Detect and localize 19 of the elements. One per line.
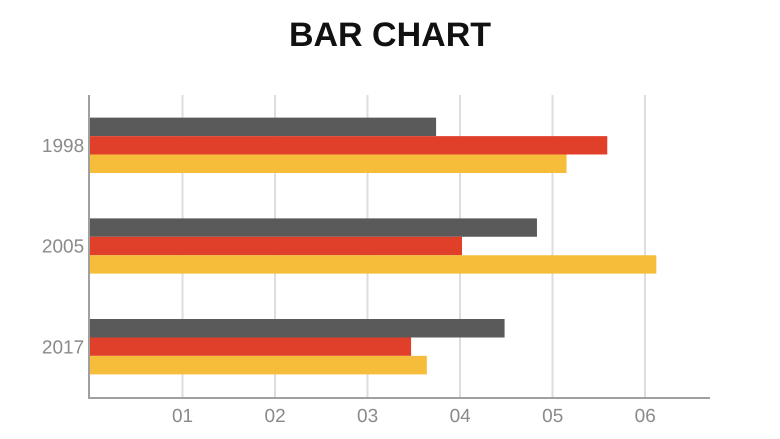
bar [90, 118, 436, 136]
bar [90, 236, 462, 256]
x-tick-label: 01 [172, 406, 194, 427]
bar [90, 218, 537, 237]
x-tick-label: 04 [450, 406, 472, 427]
bar [90, 318, 505, 338]
bar [90, 356, 427, 374]
bar [90, 255, 656, 274]
y-tick-label: 2005 [42, 236, 84, 258]
bar [90, 136, 608, 155]
y-tick-label: 1998 [42, 136, 84, 157]
x-tick-label: 03 [357, 406, 378, 427]
x-tick-label: 05 [542, 406, 564, 427]
chart-title: BAR CHART [288, 16, 492, 54]
bar [90, 337, 412, 356]
y-tick-label: 2017 [42, 337, 84, 358]
bar [90, 154, 567, 174]
x-tick-label: 02 [264, 406, 286, 427]
x-tick-label: 06 [634, 406, 656, 427]
